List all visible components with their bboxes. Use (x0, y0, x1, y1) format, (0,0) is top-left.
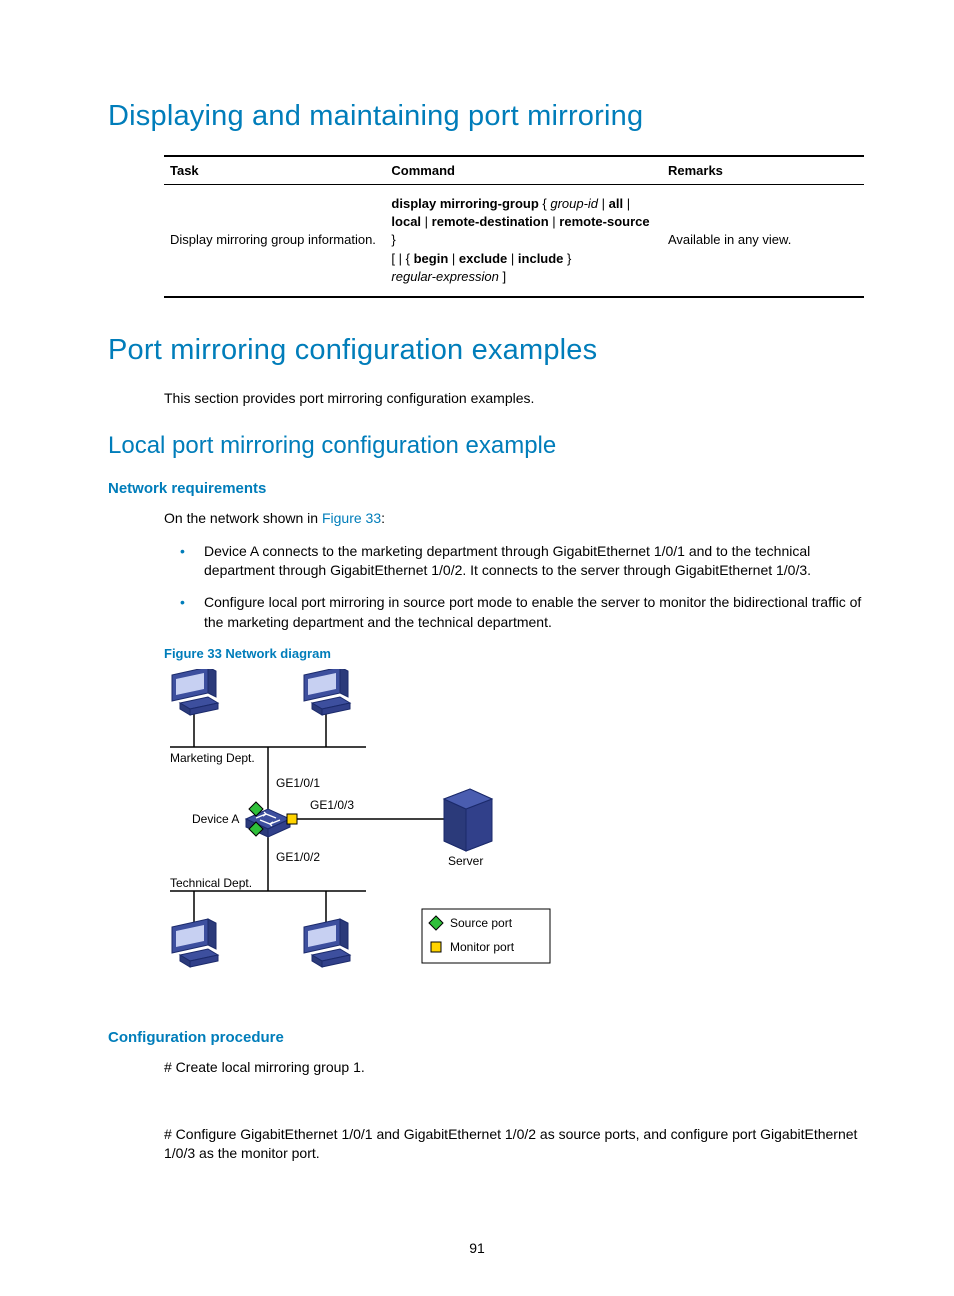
heading-examples: Port mirroring configuration examples (108, 334, 864, 367)
cmd-token: remote-source (559, 214, 649, 229)
cmd-arg: regular-expression (391, 269, 498, 284)
label-monitor-port: Monitor port (450, 940, 515, 954)
figure-33-caption: Figure 33 Network diagram (164, 646, 864, 661)
network-diagram: Marketing Dept. Technical Dept. Device A… (164, 669, 574, 1009)
text-fragment: : (381, 510, 385, 526)
cmd-token: local (391, 214, 421, 229)
table-header-row: Task Command Remarks (164, 156, 864, 185)
th-remarks: Remarks (662, 156, 864, 185)
command-table: Task Command Remarks Display mirroring g… (164, 155, 864, 298)
config-step-1: # Create local mirroring group 1. (164, 1058, 864, 1077)
config-step-2: # Configure GigabitEthernet 1/0/1 and Gi… (164, 1125, 864, 1163)
label-technical: Technical Dept. (170, 876, 252, 890)
cmd-token: include (518, 251, 564, 266)
requirements-list: Device A connects to the marketing depar… (164, 542, 864, 632)
label-source-port: Source port (450, 916, 513, 930)
label-ge102: GE1/0/2 (276, 850, 320, 864)
text-fragment: On the network shown in (164, 510, 322, 526)
cmd-token: remote-destination (432, 214, 549, 229)
heading-network-req: Network requirements (108, 480, 864, 497)
cell-task: Display mirroring group information. (164, 185, 385, 297)
figure-33-link[interactable]: Figure 33 (322, 510, 381, 526)
list-item: Device A connects to the marketing depar… (194, 542, 864, 581)
section-intro: This section provides port mirroring con… (164, 389, 864, 408)
label-device-a: Device A (192, 812, 239, 826)
label-server: Server (448, 854, 483, 868)
table-row: Display mirroring group information. dis… (164, 185, 864, 297)
cell-remarks: Available in any view. (662, 185, 864, 297)
heading-display-maintain: Displaying and maintaining port mirrorin… (108, 100, 864, 133)
heading-config-procedure: Configuration procedure (108, 1029, 864, 1046)
net-req-intro: On the network shown in Figure 33: (164, 509, 864, 528)
cmd-arg: group-id (550, 196, 598, 211)
th-command: Command (385, 156, 662, 185)
cmd-token: all (609, 196, 623, 211)
heading-local-example: Local port mirroring configuration examp… (108, 432, 864, 460)
th-task: Task (164, 156, 385, 185)
label-ge101: GE1/0/1 (276, 776, 320, 790)
cmd-token: display mirroring-group (391, 196, 538, 211)
label-ge103: GE1/0/3 (310, 798, 354, 812)
label-marketing: Marketing Dept. (170, 751, 255, 765)
cmd-token: begin (414, 251, 449, 266)
cell-command: display mirroring-group { group-id | all… (385, 185, 662, 297)
cmd-token: exclude (459, 251, 507, 266)
list-item: Configure local port mirroring in source… (194, 593, 864, 632)
page-number: 91 (0, 1240, 954, 1256)
